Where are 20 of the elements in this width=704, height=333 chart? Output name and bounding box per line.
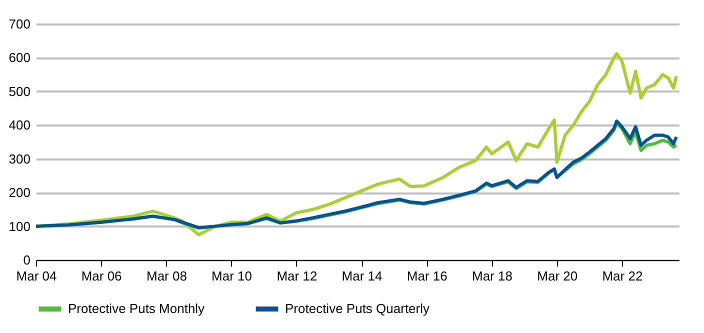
y-tick-label: 300 bbox=[8, 151, 30, 166]
y-tick-label: 100 bbox=[8, 218, 30, 234]
legend-label: Protective Puts Monthly bbox=[68, 301, 206, 316]
y-tick-label: 600 bbox=[8, 50, 30, 66]
y-tick-label: 200 bbox=[8, 185, 30, 200]
x-tick-label: Mar 16 bbox=[406, 268, 448, 284]
y-tick-label: 400 bbox=[8, 118, 30, 133]
x-tick-label: Mar 18 bbox=[472, 268, 512, 284]
y-tick-label: 0 bbox=[23, 252, 30, 268]
x-tick-label: Mar 22 bbox=[602, 268, 643, 284]
x-tick-label: Mar 12 bbox=[276, 268, 318, 284]
x-tick-label: Mar 20 bbox=[537, 268, 578, 284]
y-tick-label: 700 bbox=[8, 16, 30, 32]
x-tick-label: Mar 06 bbox=[81, 268, 122, 284]
x-tick-label: Mar 14 bbox=[342, 268, 382, 284]
y-tick-label: 500 bbox=[8, 84, 30, 99]
x-tick-label: Mar 10 bbox=[212, 268, 252, 284]
x-tick-label: Mar 08 bbox=[146, 268, 187, 284]
legend-label: Protective Puts Quarterly bbox=[285, 301, 430, 316]
x-tick-label: Mar 04 bbox=[16, 268, 57, 284]
